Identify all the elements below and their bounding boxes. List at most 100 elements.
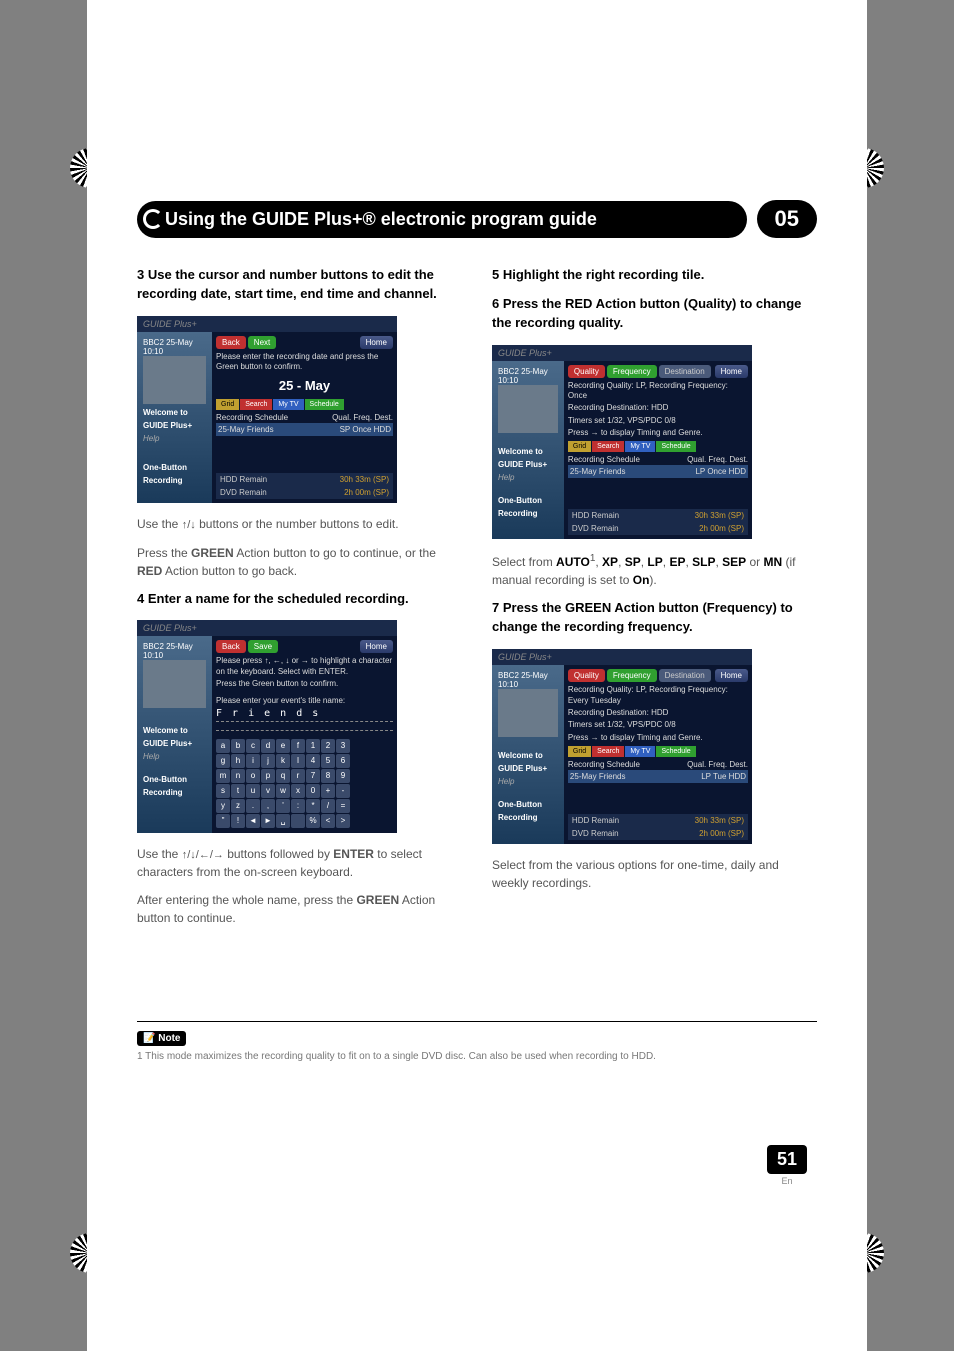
keyboard-key[interactable]: >: [336, 814, 350, 828]
schedule-row: 25-May Friends: [218, 425, 340, 434]
keyboard-key[interactable]: b: [231, 739, 245, 753]
keyboard-key[interactable]: f: [291, 739, 305, 753]
info-line: Press → to display Timing and Genre.: [568, 733, 748, 743]
dest-button[interactable]: Destination: [659, 669, 711, 682]
body-text: Select from the various options for one-…: [492, 856, 817, 892]
back-button[interactable]: Back: [216, 336, 246, 349]
keyboard-key[interactable]: v: [261, 784, 275, 798]
keyboard-key[interactable]: q: [276, 769, 290, 783]
keyboard-key[interactable]: w: [276, 784, 290, 798]
keyboard-key[interactable]: ◄: [246, 814, 260, 828]
keyboard-key[interactable]: u: [246, 784, 260, 798]
keyboard-key[interactable]: h: [231, 754, 245, 768]
keyboard-key[interactable]: t: [231, 784, 245, 798]
keyboard-key[interactable]: s: [216, 784, 230, 798]
quality-button[interactable]: Quality: [568, 669, 605, 682]
keyboard-key[interactable]: n: [231, 769, 245, 783]
dest-button[interactable]: Destination: [659, 365, 711, 378]
keyboard-key[interactable]: r: [291, 769, 305, 783]
keyboard-key[interactable]: c: [246, 739, 260, 753]
home-button[interactable]: Home: [715, 669, 748, 682]
keyboard-key[interactable]: <: [321, 814, 335, 828]
next-button[interactable]: Next: [248, 336, 276, 349]
home-button[interactable]: Home: [360, 640, 393, 653]
text-fragment: Use the: [137, 847, 182, 861]
text-fragment: or: [746, 555, 763, 569]
keyboard-key[interactable]: a: [216, 739, 230, 753]
onscreen-keyboard[interactable]: abcdef123 ghijkl456 mnopqr789 stuvwx0+- yz.,…: [216, 739, 393, 828]
keyboard-key[interactable]: ,: [261, 799, 275, 813]
on-label: On: [633, 573, 650, 587]
keyboard-key[interactable]: /: [321, 799, 335, 813]
tab-search[interactable]: Search: [592, 746, 624, 757]
step-number: 7: [492, 600, 499, 615]
welcome-label: Welcome to: [498, 751, 558, 760]
keyboard-key[interactable]: o: [246, 769, 260, 783]
tab-mytv[interactable]: My TV: [625, 441, 655, 452]
keyboard-key[interactable]: ': [276, 799, 290, 813]
hdd-val: 30h 33m (SP): [695, 511, 744, 520]
keyboard-key[interactable]: 3: [336, 739, 350, 753]
keyboard-key[interactable]: 4: [306, 754, 320, 768]
save-button[interactable]: Save: [248, 640, 278, 653]
text-fragment: After entering the whole name, press the: [137, 893, 356, 907]
keyboard-key[interactable]: !: [231, 814, 245, 828]
keyboard-key[interactable]: 5: [321, 754, 335, 768]
help-label: Help: [498, 777, 558, 786]
title-input[interactable]: F r i e n d s: [216, 708, 393, 719]
text-fragment: ).: [649, 573, 656, 587]
tab-schedule[interactable]: Schedule: [305, 399, 344, 410]
tab-schedule[interactable]: Schedule: [656, 441, 695, 452]
keyboard-key[interactable]: %: [306, 814, 320, 828]
keyboard-key[interactable]: .: [246, 799, 260, 813]
keyboard-key[interactable]: 2: [321, 739, 335, 753]
keyboard-key[interactable]: m: [216, 769, 230, 783]
channel-info: BBC2 25-May 10:10: [143, 338, 206, 356]
tab-search[interactable]: Search: [240, 399, 272, 410]
keyboard-key[interactable]: =: [336, 799, 350, 813]
keyboard-key[interactable]: :: [291, 799, 305, 813]
guide-label: GUIDE Plus+: [143, 739, 206, 748]
frequency-button[interactable]: Frequency: [607, 669, 657, 682]
keyboard-key[interactable]: ": [216, 814, 230, 828]
keyboard-key[interactable]: i: [246, 754, 260, 768]
keyboard-key[interactable]: 7: [306, 769, 320, 783]
keyboard-key[interactable]: k: [276, 754, 290, 768]
keyboard-key[interactable]: d: [261, 739, 275, 753]
tab-search[interactable]: Search: [592, 441, 624, 452]
keyboard-key[interactable]: 6: [336, 754, 350, 768]
guide-logo: GUIDE Plus+: [143, 319, 197, 329]
preview-image: [143, 660, 206, 708]
keyboard-key[interactable]: l: [291, 754, 305, 768]
keyboard-key[interactable]: y: [216, 799, 230, 813]
keyboard-key[interactable]: 8: [321, 769, 335, 783]
keyboard-key[interactable]: z: [231, 799, 245, 813]
keyboard-key[interactable]: 0: [306, 784, 320, 798]
keyboard-key[interactable]: -: [336, 784, 350, 798]
frequency-button[interactable]: Frequency: [607, 365, 657, 378]
back-button[interactable]: Back: [216, 640, 246, 653]
tab-schedule[interactable]: Schedule: [656, 746, 695, 757]
tab-mytv[interactable]: My TV: [625, 746, 655, 757]
keyboard-key[interactable]: 9: [336, 769, 350, 783]
tab-grid[interactable]: Grid: [216, 399, 239, 410]
home-button[interactable]: Home: [715, 365, 748, 378]
tab-grid[interactable]: Grid: [568, 746, 591, 757]
tab-grid[interactable]: Grid: [568, 441, 591, 452]
keyboard-key[interactable]: ␣: [276, 814, 290, 828]
info-line: Timers set 1/32, VPS/PDC 0/8: [568, 720, 748, 730]
keyboard-key[interactable]: x: [291, 784, 305, 798]
keyboard-key[interactable]: [291, 814, 305, 828]
keyboard-key[interactable]: +: [321, 784, 335, 798]
onebtn-label: One-Button: [143, 463, 206, 472]
keyboard-key[interactable]: *: [306, 799, 320, 813]
keyboard-key[interactable]: e: [276, 739, 290, 753]
keyboard-key[interactable]: 1: [306, 739, 320, 753]
quality-button[interactable]: Quality: [568, 365, 605, 378]
keyboard-key[interactable]: ►: [261, 814, 275, 828]
keyboard-key[interactable]: j: [261, 754, 275, 768]
keyboard-key[interactable]: p: [261, 769, 275, 783]
tab-mytv[interactable]: My TV: [273, 399, 303, 410]
home-button[interactable]: Home: [360, 336, 393, 349]
keyboard-key[interactable]: g: [216, 754, 230, 768]
